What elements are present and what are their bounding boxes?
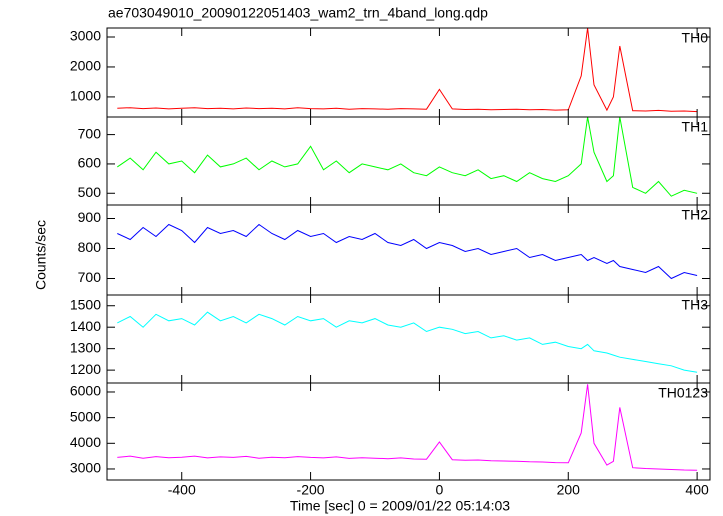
y-axis-label: Counts/sec	[33, 220, 49, 290]
y-tick-label: 1300	[70, 339, 101, 355]
panel-label: TH0	[682, 30, 709, 46]
panel-label: TH0123	[658, 385, 708, 401]
y-tick-label: 3000	[70, 460, 101, 476]
y-tick-label: 3000	[70, 28, 101, 44]
y-tick-label: 5000	[70, 408, 101, 424]
y-tick-label: 1500	[70, 296, 101, 312]
x-tick-label: 200	[557, 482, 581, 498]
data-line	[117, 28, 698, 113]
chart-title: ae703049010_20090122051403_wam2_trn_4ban…	[108, 5, 488, 21]
y-tick-label: 700	[78, 269, 102, 285]
y-tick-label: 2000	[70, 58, 101, 74]
x-tick-label: -400	[168, 482, 196, 498]
x-axis-label: Time [sec] 0 = 2009/01/22 05:14:03	[290, 498, 510, 514]
y-tick-label: 6000	[70, 383, 101, 399]
y-tick-label: 4000	[70, 434, 101, 450]
y-tick-label: 1400	[70, 318, 101, 334]
y-tick-label: 900	[78, 209, 102, 225]
panel-frame	[106, 27, 711, 118]
data-line	[117, 384, 698, 471]
y-tick-label: 1200	[70, 361, 101, 377]
data-line	[117, 311, 698, 373]
panel-frame	[106, 116, 711, 206]
x-tick-label: 400	[685, 482, 709, 498]
panel-label: TH3	[682, 297, 709, 313]
panel-frame	[106, 294, 711, 384]
data-line	[117, 223, 698, 280]
panel-frame	[106, 204, 711, 296]
panel-label: TH2	[682, 207, 709, 223]
y-tick-label: 1000	[70, 88, 101, 104]
data-line	[117, 117, 698, 197]
panel-frame	[106, 382, 711, 481]
y-tick-label: 600	[78, 155, 102, 171]
panel-label: TH1	[682, 119, 709, 135]
y-tick-label: 700	[78, 125, 102, 141]
x-tick-label: -200	[297, 482, 325, 498]
x-tick-label: 0	[436, 482, 444, 498]
y-tick-label: 500	[78, 184, 102, 200]
y-tick-label: 800	[78, 239, 102, 255]
